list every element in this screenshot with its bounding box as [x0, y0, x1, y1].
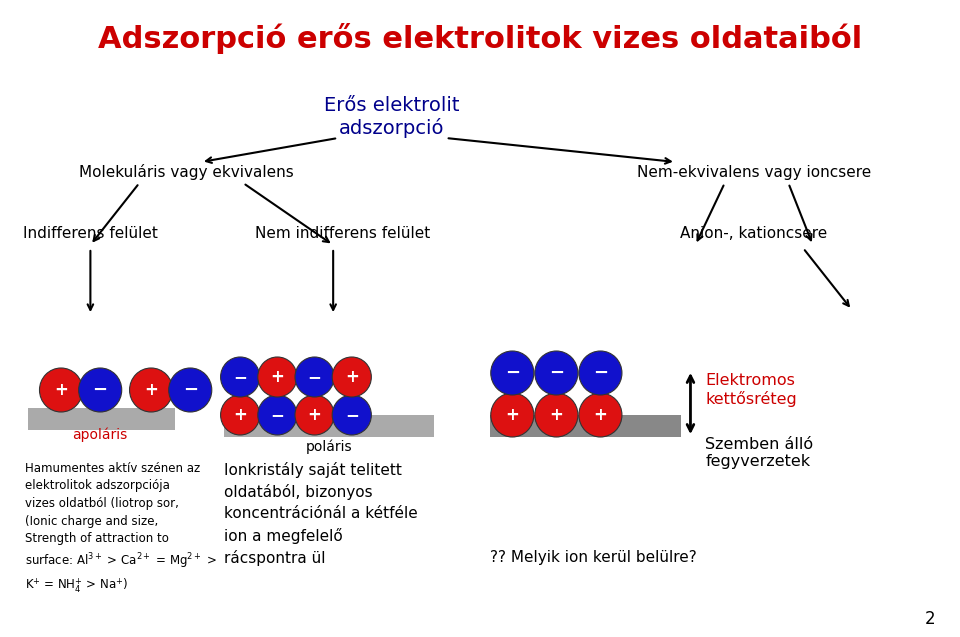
Text: −: − [593, 364, 608, 382]
Text: adszorpció: adszorpció [339, 118, 444, 138]
Ellipse shape [491, 393, 534, 437]
Bar [490, 415, 681, 437]
Ellipse shape [535, 393, 578, 437]
Text: +: + [233, 406, 247, 424]
Text: −: − [233, 368, 247, 386]
Text: Hamumentes aktív szénen az
elektrolitok adszorpciója
vizes oldatból (liotrop sor: Hamumentes aktív szénen az elektrolitok … [25, 462, 217, 596]
Text: −: − [307, 368, 322, 386]
Ellipse shape [332, 357, 372, 397]
Text: +: + [549, 406, 564, 424]
Text: Nem-ekvivalens vagy ioncsere: Nem-ekvivalens vagy ioncsere [637, 164, 872, 180]
Text: −: − [345, 406, 359, 424]
Ellipse shape [258, 395, 297, 435]
Text: +: + [345, 368, 359, 386]
Text: apoláris: apoláris [73, 428, 128, 442]
Text: Molekuláris vagy ekvivalens: Molekuláris vagy ekvivalens [79, 164, 294, 180]
Bar [28, 408, 175, 430]
Text: Adszorpció erős elektrolitok vizes oldataiból: Adszorpció erős elektrolitok vizes oldat… [98, 22, 862, 54]
Text: Indifferens felület: Indifferens felület [23, 225, 157, 241]
Text: Nem indifferens felület: Nem indifferens felület [255, 225, 431, 241]
Ellipse shape [579, 393, 622, 437]
Text: +: + [593, 406, 608, 424]
Ellipse shape [332, 395, 372, 435]
Ellipse shape [130, 368, 173, 412]
Ellipse shape [79, 368, 122, 412]
Text: −: − [549, 364, 564, 382]
Text: ?? Melyik ion kerül belülre?: ?? Melyik ion kerül belülre? [490, 550, 697, 565]
Ellipse shape [221, 357, 260, 397]
Text: +: + [505, 406, 519, 424]
Text: Anion-, kationcsere: Anion-, kationcsere [681, 225, 828, 241]
Ellipse shape [39, 368, 83, 412]
Ellipse shape [258, 357, 297, 397]
Text: Elektromos
kettősréteg: Elektromos kettősréteg [706, 373, 797, 407]
Ellipse shape [535, 351, 578, 395]
Text: Ionkristály saját telitett
oldatából, bizonyos
koncentrációnál a kétféle
ion a m: Ionkristály saját telitett oldatából, bi… [224, 462, 418, 566]
Ellipse shape [295, 395, 334, 435]
Text: 2: 2 [924, 610, 935, 628]
Text: +: + [307, 406, 322, 424]
Text: +: + [54, 381, 68, 399]
Text: −: − [182, 381, 198, 399]
Text: −: − [505, 364, 520, 382]
Text: poláris: poláris [305, 440, 352, 454]
Ellipse shape [295, 357, 334, 397]
Ellipse shape [579, 351, 622, 395]
Text: +: + [144, 381, 158, 399]
Ellipse shape [491, 351, 534, 395]
Ellipse shape [221, 395, 260, 435]
Text: Erős elektrolit: Erős elektrolit [324, 96, 460, 115]
Text: −: − [92, 381, 108, 399]
Text: +: + [271, 368, 284, 386]
Bar [224, 415, 434, 437]
Text: Szemben álló
fegyverzetek: Szemben álló fegyverzetek [706, 437, 813, 469]
Text: −: − [271, 406, 284, 424]
Ellipse shape [169, 368, 212, 412]
